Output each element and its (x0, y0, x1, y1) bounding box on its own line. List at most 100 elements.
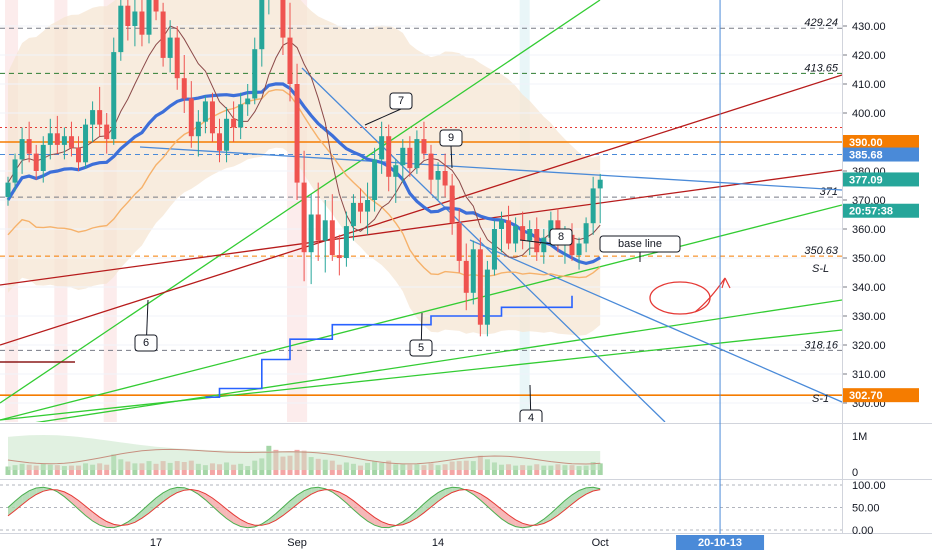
drawing-annotations[interactable]: 7 9 8 base line 6 5 4 S-L S-1 (134, 92, 829, 465)
callout-5[interactable]: 5 (409, 312, 433, 357)
price-tick-label: 360.00 (852, 224, 886, 236)
volume-bar (435, 465, 441, 475)
date-axis[interactable]: 17 Sep 14 Oct 20-10-13 (150, 535, 765, 550)
candle-body (252, 49, 258, 99)
candle (238, 92, 244, 140)
candle-body (484, 269, 490, 325)
candle (407, 136, 413, 177)
oscillator-axis[interactable]: 100.00 50.00 0.00 (852, 480, 886, 537)
callout-4[interactable]: 4 (519, 384, 543, 426)
candles (5, 0, 603, 337)
candle (252, 37, 258, 105)
green-trend-line (0, 0, 601, 404)
oscillator-pane[interactable] (0, 484, 842, 531)
volume-bar (576, 466, 582, 475)
candle-body (195, 121, 201, 137)
candle-body (217, 133, 222, 151)
osc-fill (36, 487, 44, 495)
osc-fill (586, 487, 594, 495)
volume-bar (12, 465, 18, 475)
candle (400, 139, 406, 183)
osc-fill (212, 498, 220, 513)
candle (280, 0, 286, 55)
candle-body (400, 147, 406, 166)
red-trend-line (0, 74, 842, 346)
osc-d-line (7, 488, 601, 527)
candle (456, 208, 462, 273)
candle-body (61, 136, 67, 145)
candle-body (414, 139, 420, 169)
candle (231, 101, 237, 142)
candle-body (146, 0, 152, 35)
osc-fill (557, 500, 565, 516)
candle-body (19, 139, 25, 160)
price-tag: 377.09 (843, 172, 919, 187)
candle-body (202, 101, 208, 122)
candle-body (231, 118, 237, 128)
candle-body (343, 226, 349, 258)
candle (379, 121, 385, 174)
volume-bar (76, 465, 81, 475)
callout-base-line[interactable]: base line (599, 235, 681, 262)
candle (33, 144, 39, 180)
callout-6[interactable]: 6 (134, 299, 158, 352)
candle (484, 260, 490, 337)
osc-fill (423, 497, 431, 513)
osc-fill (353, 500, 361, 516)
candle (68, 121, 74, 157)
candle-body (315, 214, 321, 241)
candle-body (224, 118, 230, 151)
osc-tick-label: 0.00 (852, 525, 873, 537)
volume-pane[interactable] (5, 435, 603, 475)
candle (47, 118, 53, 160)
candle-body (435, 171, 441, 180)
callout-box (409, 339, 433, 357)
osc-fill (156, 492, 164, 508)
date-tick-label: 14 (432, 537, 444, 549)
candle (583, 217, 589, 253)
callout-7[interactable]: 7 (364, 92, 413, 126)
callout-box (599, 235, 681, 253)
stepped-line (205, 295, 573, 398)
osc-fill (550, 506, 558, 521)
osc-fill (318, 487, 326, 492)
candle-body (97, 110, 103, 125)
volume-bar (569, 465, 575, 475)
callout-9[interactable]: 9 (439, 129, 463, 169)
osc-fill (374, 517, 382, 528)
candle-body (287, 37, 293, 84)
candle-body (477, 249, 483, 325)
candle-body (379, 136, 385, 160)
candle-body (132, 11, 138, 26)
candle-body (358, 202, 363, 212)
candle (111, 37, 117, 145)
candle (174, 26, 180, 90)
candle-body (576, 243, 582, 256)
candle (224, 107, 230, 163)
callout-box (439, 129, 463, 147)
candle-body (280, 0, 286, 38)
osc-fill (71, 495, 79, 510)
candle (26, 121, 32, 163)
osc-fill (346, 495, 354, 510)
candle (160, 2, 166, 67)
callout-8[interactable]: 8 (519, 228, 573, 246)
osc-fill (445, 487, 453, 497)
volume-axis[interactable]: 1M 0 (852, 431, 867, 479)
callout-label: 8 (558, 231, 564, 243)
candle (442, 153, 448, 198)
candle-body (54, 133, 60, 145)
callout-box (549, 228, 573, 246)
volume-bar (541, 465, 547, 475)
candle-body (118, 5, 124, 53)
osc-fill (78, 500, 86, 516)
osc-tick-label: 100.00 (852, 480, 886, 492)
candle-body (181, 78, 187, 99)
sl-label: S-L (812, 263, 829, 275)
osc-fill (543, 513, 551, 524)
price-tag-bg (843, 147, 919, 162)
candle (195, 110, 201, 157)
crosshair-date-label: 20-10-13 (698, 537, 742, 549)
